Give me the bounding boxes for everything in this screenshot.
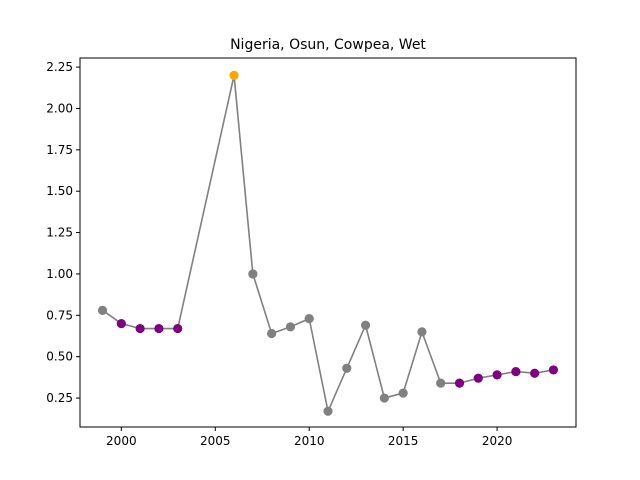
data-point-2008	[267, 328, 277, 339]
data-point-2022	[530, 368, 540, 378]
series-line	[102, 74, 554, 413]
data-point-2016	[417, 327, 427, 337]
y-tick-label: 2.00	[46, 101, 73, 115]
data-point-2000	[116, 318, 126, 329]
data-point-2012	[342, 363, 352, 373]
data-point-2010	[304, 314, 314, 324]
data-point-2020	[492, 370, 502, 380]
x-tick-label: 2000	[106, 434, 137, 448]
data-point-2014	[379, 393, 389, 403]
chart-title: Nigeria, Osun, Cowpea, Wet	[230, 37, 426, 53]
data-point-1999	[97, 305, 108, 315]
data-point-2021	[511, 366, 521, 377]
axes: 2000 2005 2010 2015 2020 0.25 0.50 0.75 1.00 1.25…	[46, 60, 512, 448]
data-point-2002	[154, 323, 164, 334]
data-point-2006	[229, 70, 239, 80]
y-tick-label: 2.25	[46, 60, 73, 74]
y-tick-label: 1.00	[46, 267, 73, 281]
y-tick-label: 0.50	[46, 350, 73, 364]
series-line-group	[102, 74, 554, 413]
y-tick-label: 0.25	[46, 391, 73, 405]
x-tick-label: 2020	[482, 434, 513, 448]
x-tick-label: 2015	[388, 434, 419, 448]
data-point-2007	[248, 269, 258, 279]
data-point-2013	[360, 320, 371, 330]
y-tick-label: 0.75	[46, 308, 73, 322]
data-point-2023	[548, 365, 559, 375]
x-tick-label: 2010	[294, 434, 325, 448]
data-point-2001	[135, 323, 145, 334]
data-markers	[97, 70, 559, 416]
y-tick-label: 1.25	[46, 226, 73, 240]
data-point-2019	[473, 373, 483, 383]
y-tick-label: 1.50	[46, 184, 73, 198]
data-point-2009	[285, 322, 296, 332]
data-point-2015	[398, 388, 408, 398]
plot-frame	[79, 57, 577, 428]
data-point-2011	[323, 406, 333, 416]
y-tick-label: 1.75	[46, 143, 73, 157]
data-point-2003	[173, 323, 183, 334]
x-tick-label: 2005	[200, 434, 231, 448]
data-point-2018	[454, 378, 465, 388]
data-point-2017	[436, 378, 446, 388]
